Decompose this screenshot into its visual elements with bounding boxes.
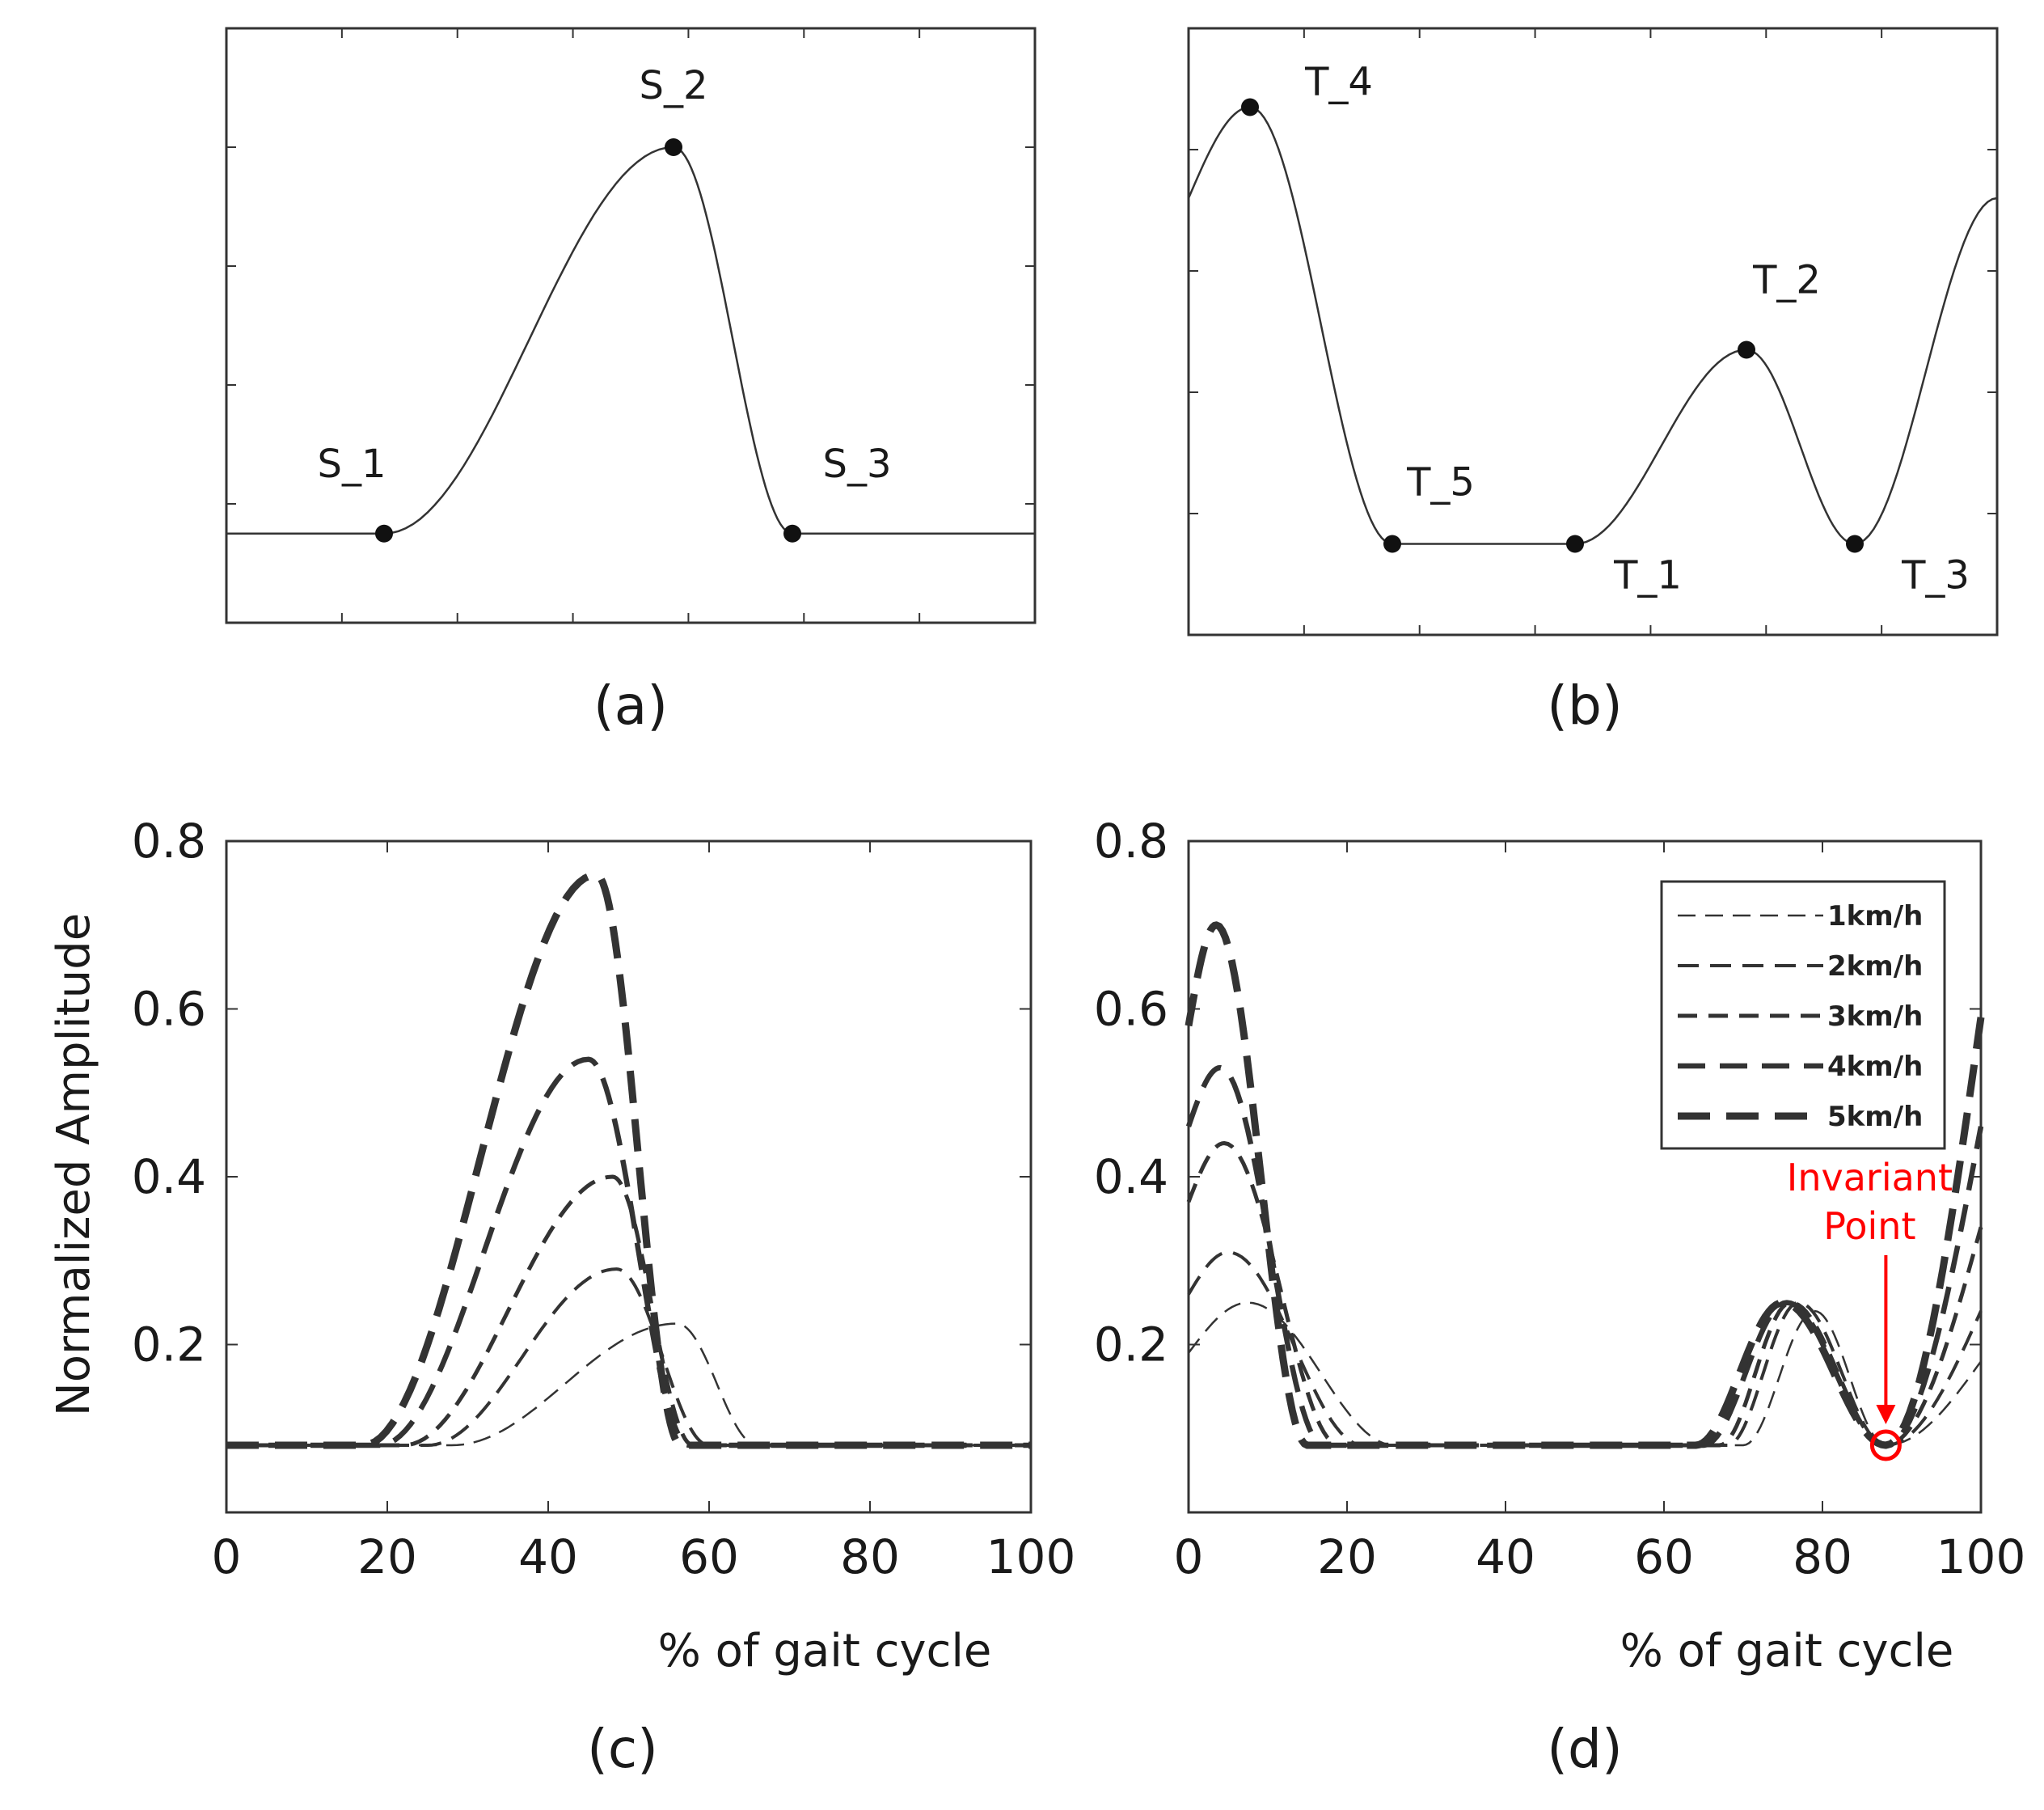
panel-a: S_1 S_2 S_3 (a) xyxy=(225,27,1037,737)
panel-d-series-5km-h xyxy=(1185,921,1985,1449)
panel-c-xlabel: % of gait cycle xyxy=(658,1625,992,1677)
point-t5-marker xyxy=(1383,535,1401,553)
point-t1-label: T_1 xyxy=(1613,553,1682,598)
panel-c-frame xyxy=(225,839,1033,1514)
invariant-point-label-line1: Invariant xyxy=(1787,1156,1953,1199)
point-s2-marker xyxy=(665,138,682,156)
point-s1-label: S_1 xyxy=(317,442,386,487)
panel-c-series-1km-h xyxy=(226,1322,1031,1447)
panel-c-ytick-label-0.8: 0.8 xyxy=(132,814,206,869)
point-s3-label: S_3 xyxy=(822,442,891,487)
panel-d-xtick-label-20: 20 xyxy=(1317,1529,1377,1584)
panel-c-xtick-label-100: 100 xyxy=(986,1529,1076,1584)
invariant-point-annotation: Invariant Point xyxy=(1787,1156,1953,1461)
legend-label-3km-h: 3km/h xyxy=(1827,1000,1923,1033)
panel-d-ytick-label-0.8: 0.8 xyxy=(1094,814,1168,869)
panel-c-series-2km-h xyxy=(226,1267,1031,1447)
invariant-point-circle xyxy=(1869,1429,1902,1461)
panel-c-ytick-label-0.4: 0.4 xyxy=(132,1149,206,1204)
panel-d-series xyxy=(1185,921,1985,1449)
point-t2-marker xyxy=(1738,340,1755,359)
point-t3-label: T_3 xyxy=(1901,553,1970,598)
panel-c-xtick-label-40: 40 xyxy=(518,1529,578,1584)
panel-a-ticks xyxy=(226,28,1035,623)
panel-c-series-3km-h xyxy=(226,1174,1031,1448)
panel-b-curve xyxy=(1187,106,1998,545)
panel-c: Normalized Amplitude 0 20 40 60 80 1000.20.40… xyxy=(48,814,1075,1780)
point-s3-marker xyxy=(783,524,801,543)
panel-d: 0 20 40 60 80 100 0.2 0.4 0.6 0.8 1km/h 2km/h 3km/h… xyxy=(1094,814,2026,1780)
legend-label-1km-h: 1km/h xyxy=(1827,900,1923,932)
panel-d-legend: 1km/h 2km/h 3km/h 4km/h 5km/h xyxy=(1660,880,1946,1150)
panel-c-series xyxy=(226,871,1031,1449)
panel-d-ytick-label-0.6: 0.6 xyxy=(1094,982,1168,1037)
panel-d-xtick-label-60: 60 xyxy=(1634,1529,1694,1584)
panel-c-xtick-label-0: 0 xyxy=(212,1529,242,1584)
invariant-point-label-line2: Point xyxy=(1823,1204,1915,1248)
panel-d-ytick-label-0.4: 0.4 xyxy=(1094,1149,1168,1204)
panel-d-series-3km-h xyxy=(1186,1141,1983,1448)
point-t5-label: T_5 xyxy=(1406,460,1475,505)
panel-c-label: (c) xyxy=(587,1718,658,1780)
panel-d-xlabel: % of gait cycle xyxy=(1620,1625,1954,1677)
panel-c-xtick-label-80: 80 xyxy=(840,1529,900,1584)
panel-b-label: (b) xyxy=(1547,675,1622,737)
point-t2-label: T_2 xyxy=(1752,258,1821,303)
invariant-point-arrow-head xyxy=(1876,1405,1896,1424)
panel-b: T_4 T_5 T_1 T_2 T_3 (b) xyxy=(1187,27,1999,737)
panel-c-series-5km-h xyxy=(226,871,1031,1449)
point-t1-marker xyxy=(1566,535,1584,553)
panel-d-xtick-label-80: 80 xyxy=(1793,1529,1852,1584)
panel-c-xtick-label-20: 20 xyxy=(357,1529,417,1584)
panel-c-ytick-label-0.6: 0.6 xyxy=(132,982,206,1037)
panel-d-label: (d) xyxy=(1547,1718,1622,1780)
panel-a-points: S_1 S_2 S_3 xyxy=(317,63,892,543)
panel-a-label: (a) xyxy=(593,675,668,737)
point-t3-marker xyxy=(1846,535,1864,553)
panel-d-ytick-label-0.2: 0.2 xyxy=(1094,1317,1168,1372)
panel-c-series-4km-h xyxy=(226,1056,1031,1448)
point-t4-label: T_4 xyxy=(1304,60,1373,105)
legend-label-4km-h: 4km/h xyxy=(1827,1051,1923,1083)
point-s2-label: S_2 xyxy=(639,63,707,108)
panel-d-axes: 0 20 40 60 80 100 0.2 0.4 0.6 0.8 xyxy=(1094,814,2026,1584)
panel-b-frame xyxy=(1187,27,1999,636)
panel-b-points: T_4 T_5 T_1 T_2 T_3 xyxy=(1241,60,1970,598)
panel-a-frame xyxy=(225,27,1037,624)
panel-c-ylabel: Normalized Amplitude xyxy=(48,913,100,1416)
legend-label-2km-h: 2km/h xyxy=(1827,950,1923,983)
legend-label-5km-h: 5km/h xyxy=(1827,1101,1923,1133)
panel-c-axes: 0 20 40 60 80 100 0.2 0.4 0.6 0.8 xyxy=(132,814,1076,1584)
panel-b-ticks xyxy=(1189,28,1997,635)
point-s1-marker xyxy=(375,524,393,543)
panel-d-xtick-label-40: 40 xyxy=(1476,1529,1535,1584)
panel-d-xtick-label-100: 100 xyxy=(1936,1529,2026,1584)
panel-c-ytick-label-0.2: 0.2 xyxy=(132,1317,206,1372)
panel-c-xtick-label-60: 60 xyxy=(679,1529,739,1584)
panel-d-xtick-label-0: 0 xyxy=(1174,1529,1204,1584)
point-t4-marker xyxy=(1241,98,1259,116)
